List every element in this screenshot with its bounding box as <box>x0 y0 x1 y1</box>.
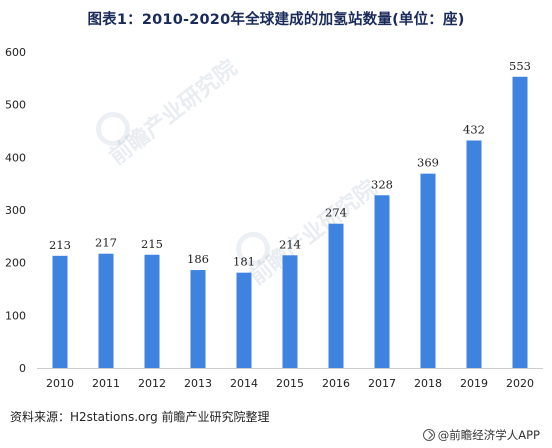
brand-label: @前瞻经济学人APP <box>437 428 540 442</box>
x-tick-label: 2019 <box>460 377 488 390</box>
x-tick-label: 2018 <box>414 377 442 390</box>
bar-2010 <box>52 255 68 368</box>
y-tick-label: 200 <box>5 257 26 270</box>
bar-2011 <box>98 253 114 368</box>
data-label: 274 <box>325 206 347 220</box>
chart-title: 图表1：2010-2020年全球建成的加氢站数量(单位：座) <box>87 12 465 28</box>
bar-2015 <box>282 255 298 368</box>
bar-2017 <box>374 195 390 368</box>
x-tick-label: 2010 <box>46 377 74 390</box>
bar-2014 <box>236 272 252 368</box>
bar-2020 <box>512 76 528 369</box>
data-label: 553 <box>509 59 531 73</box>
data-label: 181 <box>233 255 255 269</box>
y-tick-label: 600 <box>5 46 26 59</box>
bar-2019 <box>466 140 482 368</box>
source-note: 资料来源：H2stations.org 前瞻产业研究院整理 <box>10 410 270 424</box>
y-tick-label: 300 <box>5 204 26 217</box>
x-tick-label: 2017 <box>368 377 396 390</box>
data-label: 432 <box>463 122 485 136</box>
y-tick-label: 100 <box>5 309 26 322</box>
data-label: 214 <box>279 237 301 251</box>
data-label: 213 <box>49 238 71 252</box>
data-label: 217 <box>95 236 117 250</box>
x-tick-label: 2013 <box>184 377 212 390</box>
x-tick-label: 2020 <box>506 377 534 390</box>
bar-2018 <box>420 173 436 368</box>
x-tick-label: 2014 <box>230 377 258 390</box>
data-label: 215 <box>141 237 163 251</box>
data-label: 186 <box>187 252 209 266</box>
bar-2012 <box>144 254 160 368</box>
bar-2016 <box>328 223 344 368</box>
y-tick-label: 0 <box>19 362 26 375</box>
brand-logo-icon <box>422 429 435 441</box>
x-tick-label: 2015 <box>276 377 304 390</box>
y-tick-label: 400 <box>5 151 26 164</box>
x-tick-label: 2012 <box>138 377 166 390</box>
data-label: 369 <box>417 156 439 170</box>
brand-credit: @前瞻经济学人APP <box>422 427 540 443</box>
y-tick-label: 500 <box>5 99 26 112</box>
bar-2013 <box>190 270 206 368</box>
data-label: 328 <box>371 177 393 191</box>
x-tick-label: 2011 <box>92 377 120 390</box>
x-tick-label: 2016 <box>322 377 350 390</box>
